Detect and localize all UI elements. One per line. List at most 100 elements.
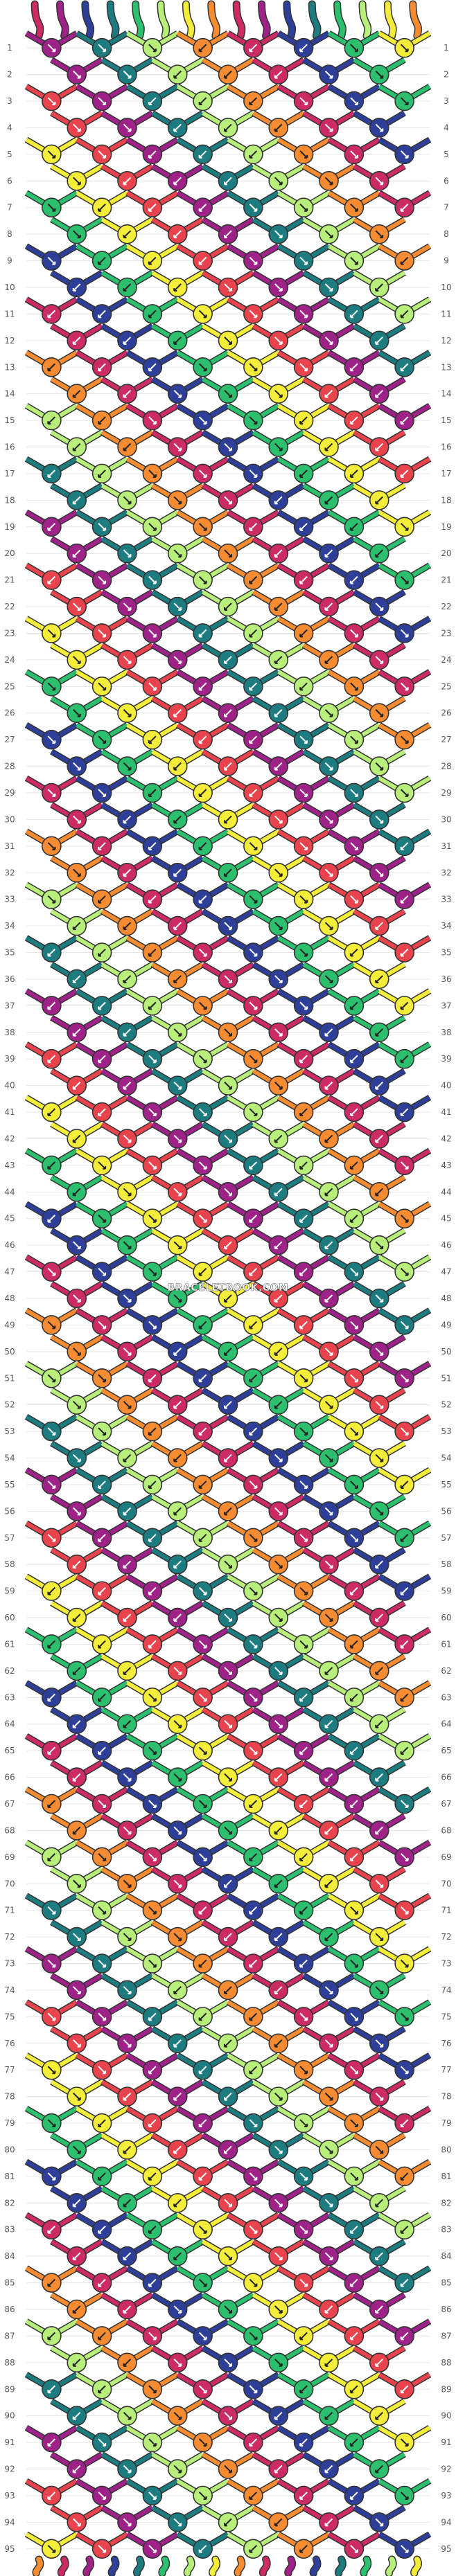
knot (50, 1547, 104, 1575)
knot-circle (91, 1847, 112, 1868)
knot (75, 30, 129, 58)
knot-circle (142, 889, 163, 909)
knot-circle (369, 1129, 389, 1149)
knot (201, 269, 255, 298)
knot (24, 243, 79, 271)
knot-circle (117, 1395, 137, 1415)
knot (150, 589, 204, 617)
knot (252, 1706, 306, 1735)
knot (226, 1361, 281, 1388)
knot-circle (243, 2007, 263, 2027)
knot-circle (293, 517, 314, 537)
knot (150, 376, 204, 404)
knot-circle (319, 969, 339, 990)
knot-circle (243, 410, 263, 431)
knot-circle (218, 1554, 238, 1575)
row-number-right: 81 (441, 2172, 451, 2181)
knot (301, 1760, 356, 1787)
knot (252, 1174, 306, 1202)
knot (50, 1920, 104, 1947)
knot-circle (167, 224, 188, 244)
knot-circle (67, 1554, 87, 1575)
knot-circle (268, 490, 289, 510)
row-number-right: 21 (441, 575, 451, 585)
knot (50, 695, 104, 724)
knot-circle (319, 650, 339, 670)
row-number-left: 91 (4, 2438, 15, 2447)
row-number-left: 10 (4, 283, 15, 292)
knot (352, 1972, 406, 2001)
knot-circle (67, 64, 87, 84)
knot (377, 1680, 432, 1708)
knot-circle (319, 1288, 339, 1309)
row-number-right: 38 (441, 1028, 451, 1037)
knot (252, 1653, 306, 1681)
knot-circle (142, 996, 163, 1016)
knot-circle (344, 942, 365, 963)
row-number-left: 48 (4, 1294, 15, 1303)
knot-circle (394, 144, 414, 165)
knot-circle (218, 703, 238, 724)
knot (201, 1494, 255, 1521)
knot (75, 1573, 129, 1601)
string-stub-bottom (386, 2557, 396, 2576)
knot (327, 775, 381, 803)
knot (75, 1893, 129, 1920)
string-stub-bottom (58, 2557, 69, 2576)
row-number-left: 27 (4, 735, 15, 744)
knot-circle (268, 862, 289, 883)
knot (125, 509, 179, 537)
knot (125, 1999, 179, 2027)
knot-circle (394, 1581, 414, 1601)
knot (352, 1121, 406, 1149)
knot (252, 1813, 306, 1841)
knot-circle (218, 1767, 238, 1787)
knot-circle (193, 1794, 213, 1814)
row-number-left: 86 (4, 2305, 15, 2314)
knot (252, 429, 306, 457)
knot-circle (344, 2007, 365, 2027)
knot-circle (319, 1661, 339, 1681)
knot (277, 616, 331, 643)
row-number-right: 82 (441, 2198, 451, 2208)
row-number-left: 76 (4, 2039, 15, 2048)
row-number-left: 43 (4, 1161, 15, 1170)
knot (175, 1467, 230, 1495)
row-number-left: 47 (4, 1267, 15, 1277)
knot-circle (394, 782, 414, 803)
knot-circle (394, 1847, 414, 1868)
knot-circle (218, 1661, 238, 1681)
knot (226, 1946, 281, 1974)
knot (100, 429, 155, 457)
knot-circle (218, 1395, 238, 1415)
knot (175, 136, 230, 165)
knot (50, 429, 104, 457)
knot (24, 1307, 79, 1335)
knot (377, 190, 432, 218)
knot (327, 83, 381, 111)
knot-circle (91, 996, 112, 1016)
knot-circle (218, 277, 238, 298)
row-number-right: 34 (441, 921, 451, 931)
knot (100, 1866, 155, 1894)
knot (277, 1627, 331, 1654)
knot (125, 2052, 179, 2080)
knot (175, 1893, 230, 1920)
row-number-right: 49 (441, 1320, 451, 1330)
knot (377, 775, 432, 803)
knot-circle (319, 862, 339, 883)
knot-circle (42, 357, 62, 377)
knot (24, 1573, 79, 1601)
knot (75, 882, 129, 909)
knot-circle (117, 2033, 137, 2054)
knot (226, 509, 281, 537)
knot-circle (218, 1873, 238, 1894)
knot-circle (369, 1341, 389, 1362)
knot-circle (67, 1873, 87, 1894)
knot-circle (218, 2033, 238, 2054)
knot (75, 350, 129, 377)
knot-circle (117, 1980, 137, 2001)
row-number-right: 78 (441, 2092, 451, 2102)
knot-circle (319, 277, 339, 298)
knot-circle (91, 1528, 112, 1548)
